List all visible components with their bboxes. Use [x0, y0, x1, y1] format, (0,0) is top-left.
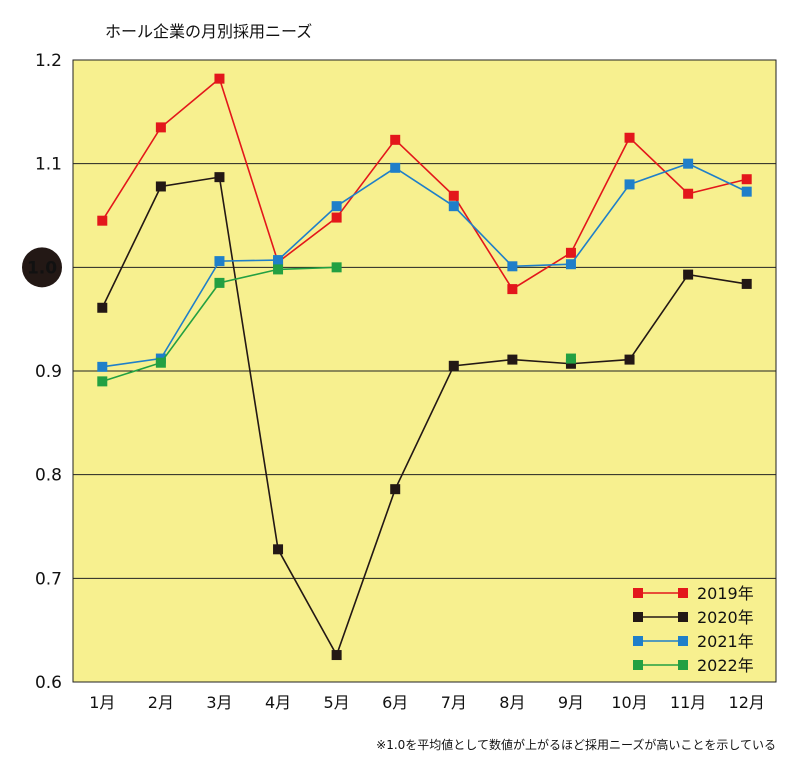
x-tick-label: 8月 — [499, 693, 525, 712]
legend-item: 2022年 — [633, 656, 754, 675]
y-tick-label: 0.7 — [35, 569, 62, 589]
data-point — [155, 357, 166, 368]
legend-item: 2021年 — [633, 632, 754, 651]
data-point — [155, 122, 166, 133]
data-point — [448, 360, 459, 371]
legend: 2019年 2020年 2021年 2022年 — [633, 584, 754, 675]
y-tick-label: 1.1 — [35, 155, 62, 175]
y-tick-label: 1.2 — [35, 51, 62, 71]
legend-marker — [633, 636, 643, 646]
x-tick-label: 11月 — [670, 693, 706, 712]
legend-marker — [678, 636, 688, 646]
data-point — [565, 353, 576, 364]
data-point — [331, 650, 342, 661]
data-point — [624, 179, 635, 190]
data-point — [741, 174, 752, 185]
x-tick-label: 3月 — [206, 693, 232, 712]
x-tick-label: 4月 — [265, 693, 291, 712]
x-tick-label: 1月 — [89, 693, 115, 712]
legend-label: 2019年 — [697, 584, 754, 603]
data-point — [683, 158, 694, 169]
legend-marker — [678, 588, 688, 598]
data-point — [97, 215, 108, 226]
y-tick-label: 0.9 — [35, 362, 62, 382]
data-point — [331, 212, 342, 223]
data-point — [97, 302, 108, 313]
data-point — [214, 172, 225, 183]
data-point — [155, 181, 166, 192]
legend-label: 2020年 — [697, 608, 754, 627]
y-tick-label: 1.0 — [27, 258, 57, 278]
legend-marker — [678, 660, 688, 670]
x-tick-label: 7月 — [441, 693, 467, 712]
highlight-tick-badge — [22, 247, 62, 288]
x-tick-label: 10月 — [611, 693, 647, 712]
x-tick-label: 12月 — [729, 693, 765, 712]
x-tick-label: 6月 — [382, 693, 408, 712]
data-point — [507, 261, 518, 272]
legend-marker — [633, 660, 643, 670]
data-point — [683, 188, 694, 199]
data-point — [448, 201, 459, 212]
data-point — [565, 259, 576, 270]
x-tick-label: 2月 — [148, 693, 174, 712]
series-2022年 — [97, 262, 576, 387]
data-point — [214, 277, 225, 288]
series-line — [101, 176, 747, 657]
data-point — [214, 73, 225, 84]
data-point — [683, 269, 694, 280]
data-point — [390, 134, 401, 145]
y-tick-label: 0.6 — [35, 673, 62, 693]
legend-item: 2020年 — [633, 608, 754, 627]
data-point — [624, 354, 635, 365]
chart-note: ※1.0を平均値として数値が上がるほど採用ニーズが高いことを示している — [376, 738, 776, 752]
data-point — [565, 247, 576, 258]
data-point — [331, 262, 342, 273]
legend-marker — [633, 612, 643, 622]
legend-marker — [678, 612, 688, 622]
data-point — [97, 361, 108, 372]
y-axis-ticks: 0.6 0.7 0.8 0.9 1.0 1.1 1.2 — [22, 51, 62, 693]
data-point — [624, 132, 635, 143]
chart-title: ホール企業の月別採用ニーズ — [105, 22, 313, 41]
legend-label: 2022年 — [697, 656, 754, 675]
series-line — [102, 162, 748, 368]
data-point — [741, 278, 752, 289]
gridlines — [73, 163, 776, 579]
series-2020年 — [97, 172, 752, 661]
series-group — [97, 73, 752, 661]
data-point — [331, 201, 342, 212]
series-line — [101, 77, 747, 291]
x-tick-label: 9月 — [558, 693, 584, 712]
legend-item: 2019年 — [633, 584, 754, 603]
legend-marker — [633, 588, 643, 598]
data-point — [448, 190, 459, 201]
data-point — [273, 255, 284, 266]
x-axis-ticks: 1月 2月 3月 4月 5月 6月 7月 8月 9月 10月 11月 12月 — [89, 693, 765, 712]
data-point — [507, 354, 518, 365]
data-point — [390, 162, 401, 173]
data-point — [390, 484, 401, 495]
legend-label: 2021年 — [697, 632, 754, 651]
data-point — [273, 544, 284, 555]
data-point — [565, 358, 576, 369]
x-tick-label: 5月 — [324, 693, 350, 712]
data-point — [273, 264, 284, 275]
data-point — [507, 284, 518, 295]
data-point — [214, 256, 225, 267]
data-point — [741, 186, 752, 197]
data-point — [97, 376, 108, 387]
y-tick-label: 0.8 — [35, 466, 62, 486]
